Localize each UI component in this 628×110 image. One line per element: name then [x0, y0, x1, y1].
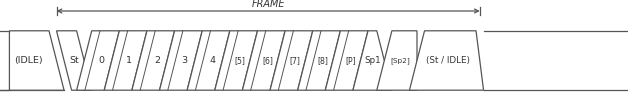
- Text: (St / IDLE): (St / IDLE): [426, 56, 470, 65]
- Text: 2: 2: [154, 56, 160, 65]
- Text: [P]: [P]: [345, 56, 355, 65]
- Text: (IDLE): (IDLE): [14, 56, 43, 65]
- Polygon shape: [57, 31, 92, 90]
- Text: 3: 3: [181, 56, 188, 65]
- Text: FRAME: FRAME: [251, 0, 285, 9]
- Text: [8]: [8]: [317, 56, 328, 65]
- Polygon shape: [377, 31, 417, 90]
- Polygon shape: [215, 31, 257, 90]
- Polygon shape: [132, 31, 175, 90]
- Polygon shape: [325, 31, 368, 90]
- Polygon shape: [187, 31, 230, 90]
- Text: [Sp2]: [Sp2]: [391, 57, 411, 64]
- Text: Sp1: Sp1: [364, 56, 381, 65]
- Polygon shape: [298, 31, 340, 90]
- Polygon shape: [104, 31, 147, 90]
- Text: [5]: [5]: [234, 56, 246, 65]
- Polygon shape: [409, 31, 484, 90]
- Text: 0: 0: [99, 56, 105, 65]
- Polygon shape: [242, 31, 285, 90]
- Polygon shape: [77, 31, 119, 90]
- Text: 4: 4: [209, 56, 215, 65]
- Polygon shape: [160, 31, 202, 90]
- Text: [7]: [7]: [290, 56, 301, 65]
- Text: St: St: [69, 56, 79, 65]
- Text: [6]: [6]: [262, 56, 273, 65]
- Polygon shape: [270, 31, 313, 90]
- Text: 1: 1: [126, 56, 133, 65]
- Polygon shape: [9, 31, 64, 90]
- Polygon shape: [353, 31, 392, 90]
